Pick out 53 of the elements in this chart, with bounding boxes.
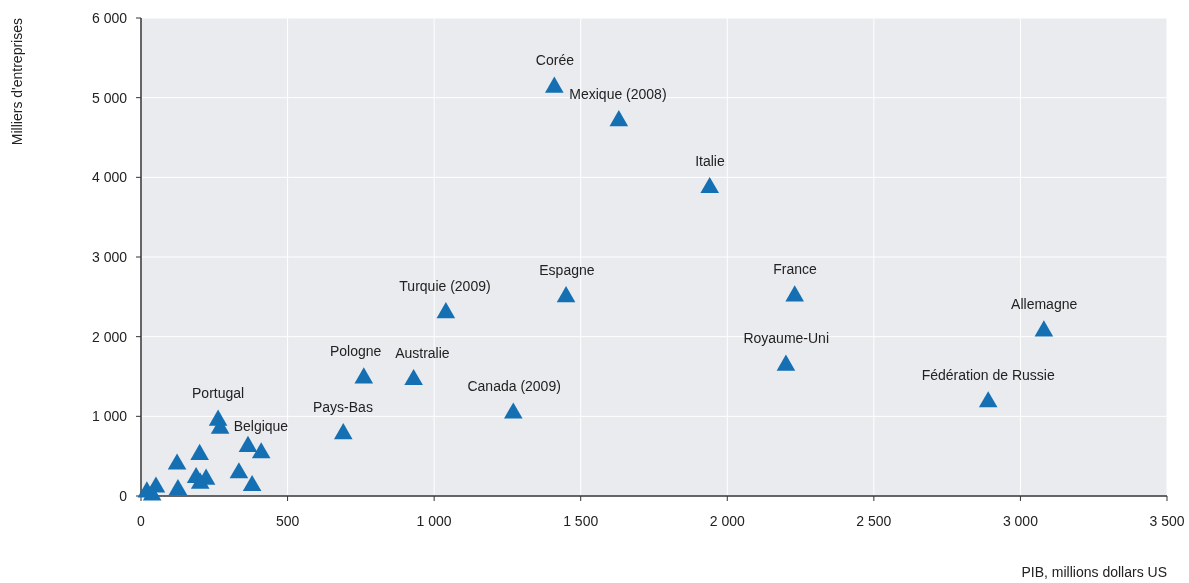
- x-axis-title: PIB, millions dollars US: [1021, 564, 1167, 580]
- y-tick-label: 1 000: [91, 408, 128, 425]
- annotation: Royaume-Uni: [743, 330, 829, 347]
- point: [978, 391, 998, 408]
- annotation: Belgique: [233, 417, 289, 434]
- point: [229, 462, 249, 479]
- point: [545, 76, 564, 93]
- point: [238, 435, 258, 452]
- annotation: Portugal: [192, 385, 245, 401]
- point: [167, 453, 187, 470]
- annotation: Fédération de Russie: [921, 366, 1055, 383]
- point: [503, 402, 523, 419]
- point: [190, 472, 210, 489]
- y-tick-label: 5 000: [91, 89, 128, 106]
- annotation: Espagne: [539, 261, 595, 278]
- annotation: France: [773, 261, 817, 278]
- y-tick-label: 0: [119, 487, 128, 504]
- x-tick-label: 2 000: [709, 513, 746, 529]
- point: [333, 423, 353, 440]
- point: [168, 478, 188, 495]
- point: [354, 367, 374, 384]
- point: [190, 443, 209, 460]
- y-tick-label: 2 000: [91, 328, 128, 345]
- point: [251, 442, 271, 459]
- x-tick-label: 2 500: [856, 513, 892, 529]
- annotation: Italie: [695, 153, 725, 170]
- point: [1034, 320, 1054, 337]
- x-tick-label: 0: [137, 513, 146, 529]
- annotation: Mexique (2008): [569, 86, 667, 103]
- point: [609, 110, 629, 127]
- annotation: Corée: [535, 51, 575, 68]
- x-tick-label: 3 000: [1002, 513, 1039, 529]
- point: [776, 354, 796, 371]
- point: [785, 285, 805, 302]
- x-tick-label: 500: [275, 513, 300, 529]
- point: [436, 302, 456, 319]
- y-axis-title: Milliers d'entreprises: [9, 18, 25, 146]
- x-tick-label: 1 500: [563, 513, 599, 529]
- annotation: Pays-Bas: [313, 399, 373, 416]
- annotation: Allemagne: [1011, 296, 1078, 313]
- annotation: Pologne: [329, 343, 382, 360]
- annotation: Canada (2009): [467, 377, 561, 394]
- annotation: Australie: [395, 345, 450, 362]
- point: [242, 474, 262, 492]
- x-tick-label: 3 500: [1149, 513, 1185, 529]
- x-tick-label: 1 000: [416, 513, 452, 529]
- y-tick-label: 3 000: [91, 248, 128, 265]
- y-tick-label: 6 000: [91, 9, 128, 26]
- point: [700, 176, 719, 194]
- annotation: Turquie (2009): [399, 278, 491, 295]
- y-tick-label: 4 000: [91, 169, 128, 186]
- point: [556, 286, 576, 303]
- point: [404, 368, 423, 386]
